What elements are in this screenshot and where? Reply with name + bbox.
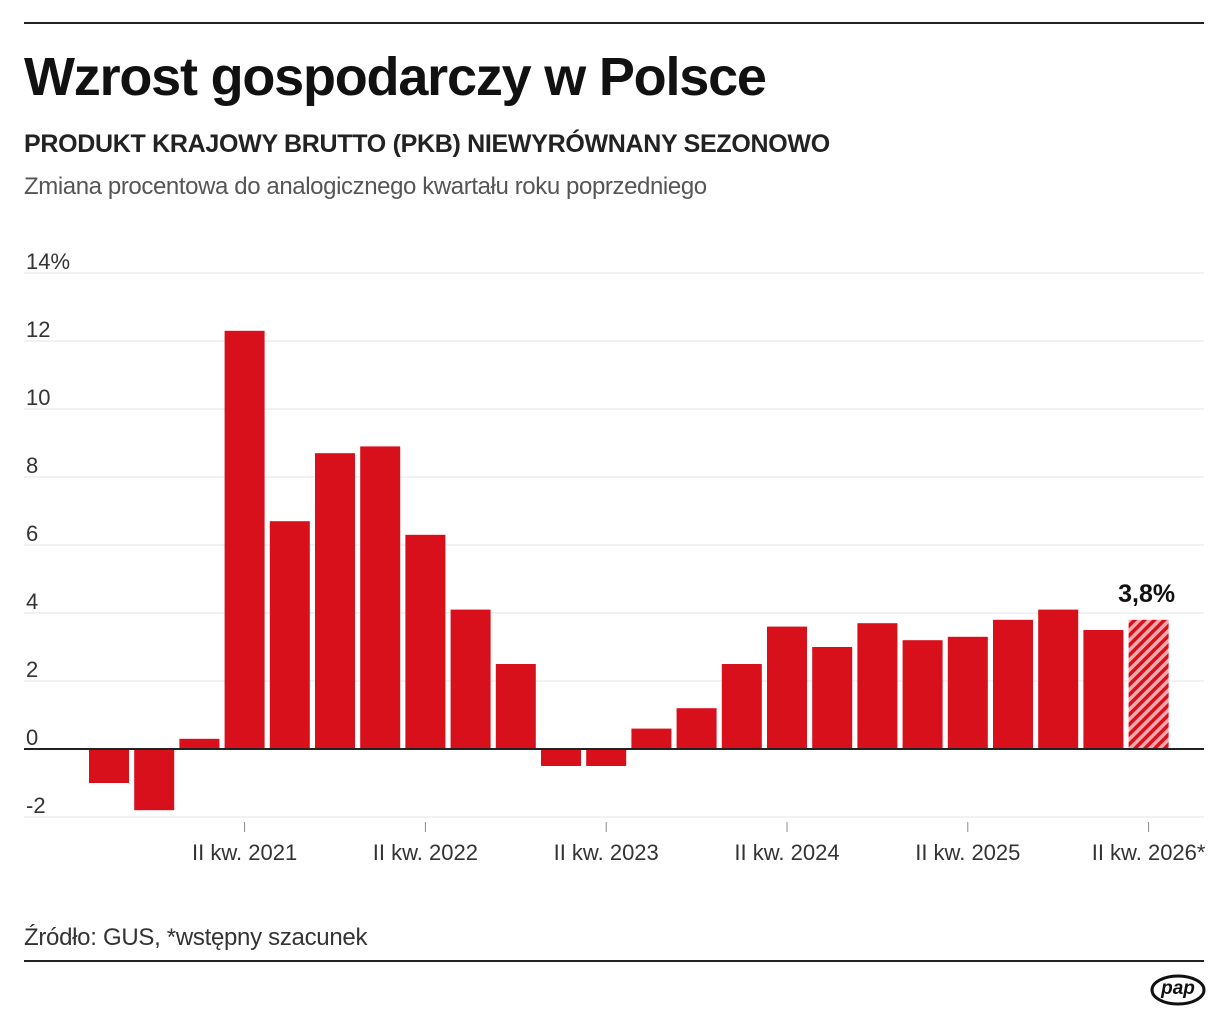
source-note: Źródło: GUS, *wstępny szacunek: [24, 924, 368, 951]
y-tick-label: 4: [26, 589, 38, 614]
bar: [269, 521, 310, 749]
bar: [947, 636, 988, 749]
bar: [812, 647, 853, 749]
y-tick-label: 14%: [26, 249, 70, 274]
grid-lines: [24, 272, 1204, 818]
bar: [134, 749, 175, 811]
bar: [767, 626, 807, 749]
bar: [495, 664, 536, 749]
bar: [857, 623, 898, 749]
bar: [315, 453, 355, 749]
bottom-rule: [24, 960, 1204, 962]
bar: [541, 749, 581, 766]
x-tick-label: II kw. 2021: [192, 840, 297, 865]
y-tick-label: 2: [26, 657, 38, 682]
x-tick-label: II kw. 2023: [554, 840, 659, 865]
bar: [993, 619, 1033, 749]
chart-title: Wzrost gospodarczy w Polsce: [24, 47, 767, 107]
y-axis-ticks: 14% 12 10 8 6 4 2 0 -2: [26, 249, 70, 818]
x-tick-label: II kw. 2022: [373, 840, 478, 865]
data-label: 3,8%: [1118, 580, 1175, 608]
bars: [89, 330, 1169, 811]
bar: [902, 640, 943, 749]
bar-estimated: [1128, 619, 1169, 749]
bar: [405, 534, 446, 749]
x-tick-label: II kw. 2024: [734, 840, 839, 865]
pap-logo: pap: [1150, 974, 1206, 1006]
bar: [1038, 609, 1079, 749]
y-tick-label: 12: [26, 317, 50, 342]
bar: [631, 728, 672, 749]
annotations: 3,8%: [1118, 580, 1175, 608]
x-axis-ticks: II kw. 2021 II kw. 2022 II kw. 2023 II kw. …: [192, 822, 1206, 865]
bar: [450, 609, 491, 749]
pap-logo-text: pap: [1161, 978, 1195, 999]
bar: [586, 749, 627, 766]
y-tick-label: 10: [26, 385, 50, 410]
bar: [721, 664, 762, 749]
top-rule: [24, 22, 1204, 24]
bar: [179, 738, 220, 749]
bar: [676, 708, 717, 749]
y-tick-label: 8: [26, 453, 38, 478]
y-tick-label: -2: [26, 793, 46, 818]
y-tick-label: 6: [26, 521, 38, 546]
x-tick-label: II kw. 2025: [915, 840, 1020, 865]
bar: [1083, 630, 1124, 749]
chart-description: Zmiana procentowa do analogicznego kwart…: [24, 173, 707, 200]
x-tick-label: II kw. 2026*: [1092, 840, 1206, 865]
bar: [89, 749, 129, 783]
bar: [224, 330, 265, 749]
bar: [360, 446, 401, 749]
pap-logo-icon: [1150, 974, 1206, 1006]
y-tick-label: 0: [26, 725, 38, 750]
chart-subtitle: PRODUKT KRAJOWY BRUTTO (PKB) NIEWYRÓWNAN…: [24, 130, 830, 158]
